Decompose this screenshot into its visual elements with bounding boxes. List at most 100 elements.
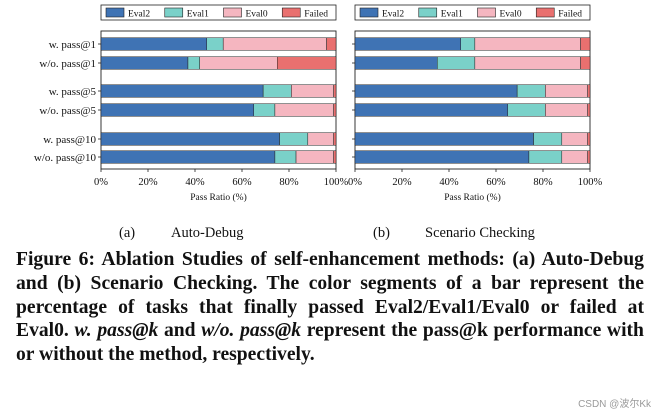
bar-segment-eval2 [100, 150, 276, 164]
legend-label-eval0: Eval0 [500, 10, 522, 20]
bar-segment-eval1 [187, 56, 200, 70]
bar-segment-eval2 [100, 56, 189, 70]
bar-segment-eval0 [222, 37, 327, 51]
bar-segment-eval2 [100, 132, 280, 146]
bar-segment-failed [333, 132, 337, 146]
x-axis-label: Pass Ratio (%) [190, 192, 246, 203]
legend-swatch-eval1 [418, 7, 438, 18]
bar-segment-eval1 [516, 84, 546, 98]
bar-segment-eval1 [279, 132, 309, 146]
legend-swatch-eval0 [223, 7, 242, 18]
bar-segment-eval1 [262, 84, 292, 98]
bar-segment-eval0 [291, 84, 334, 98]
plot-frame [354, 30, 591, 170]
legend-label-eval2: Eval2 [128, 10, 150, 20]
legend-frame [100, 4, 337, 21]
legend: Eval2 Eval1 Eval0 Failed [100, 4, 337, 21]
bar-segment-failed [333, 84, 337, 98]
x-tick-label: 40% [439, 177, 459, 188]
y-tick-label: w/o. pass@10 [34, 152, 97, 164]
x-axis-label: Pass Ratio (%) [444, 192, 500, 203]
y-tick-label: w/o. pass@5 [39, 105, 96, 117]
caption-figure-label: Figure 6: [16, 249, 95, 270]
x-tick-label: 100% [578, 177, 603, 188]
watermark: CSDN @波尔Kk [578, 399, 651, 410]
caption-text-2: and [163, 320, 196, 342]
bar-segment-eval2 [354, 56, 438, 70]
bar-segment-eval1 [528, 150, 563, 164]
legend-swatch-eval2 [359, 7, 379, 18]
x-tick-label: 0% [348, 177, 362, 188]
bar-segment-eval2 [100, 37, 207, 51]
legend-swatch-eval2 [105, 7, 125, 18]
bar-segment-failed [277, 56, 337, 70]
caption-text-3: represent the pass@k performance with or… [16, 320, 644, 366]
bar-segment-failed [587, 150, 591, 164]
bar-segment-eval2 [100, 84, 264, 98]
x-tick-label: 20% [392, 177, 412, 188]
legend-frame [354, 4, 591, 21]
bar-segment-failed [587, 132, 591, 146]
x-tick-label: 20% [138, 177, 158, 188]
bar-segment-eval0 [561, 150, 588, 164]
bar-segment-eval0 [545, 103, 588, 117]
bar-segment-eval2 [100, 103, 254, 117]
x-tick-label: 0% [94, 177, 108, 188]
bar-segment-eval1 [253, 103, 276, 117]
bar-segment-failed [580, 37, 591, 51]
y-tick-label: w. pass@1 [49, 39, 96, 51]
caption-term-with: w. pass@k [74, 320, 159, 342]
bar-segment-failed [333, 103, 337, 117]
subcaption-title: Scenario Checking [425, 225, 535, 241]
bar-segment-failed [587, 84, 591, 98]
plot-frame [100, 30, 337, 170]
figure-caption: Figure 6: Ablation Studies of self-enhan… [16, 248, 644, 367]
caption-term-without: w/o. pass@k [201, 320, 302, 342]
y-tick-label: w. pass@10 [43, 134, 96, 146]
bar-segment-eval1 [507, 103, 546, 117]
bar-segment-eval1 [274, 150, 297, 164]
bar-segment-eval0 [199, 56, 278, 70]
subcaption-letter: (a) [119, 225, 135, 241]
legend-label-failed: Failed [558, 10, 582, 20]
legend-swatch-eval0 [477, 7, 496, 18]
panel-auto-debug: Eval2 Eval1 Eval0 Failed 0% 20% 40% 60% 80% 100% P… [34, 4, 349, 241]
y-tick-label: w. pass@5 [49, 86, 97, 98]
x-tick-label: 80% [533, 177, 553, 188]
bar-segment-failed [587, 103, 591, 117]
bar-segment-eval0 [561, 132, 588, 146]
panel-scenario-checking: Eval2 Eval1 Eval0 Failed 0% 20% 40% 60% 80% 100% P… [348, 4, 603, 241]
x-tick-label: 60% [486, 177, 506, 188]
bar-segment-failed [580, 56, 591, 70]
legend-label-eval0: Eval0 [246, 10, 268, 20]
x-tick-label: 80% [279, 177, 299, 188]
bar-segment-eval0 [307, 132, 334, 146]
bar-segment-eval1 [460, 37, 476, 51]
x-tick-label: 100% [324, 177, 349, 188]
figure-svg: Eval2 Eval1 Eval0 Failed 0% 20% 40% 60% 80% 100% P… [34, 4, 603, 241]
legend-label-eval1: Eval1 [187, 10, 209, 20]
bar-segment-eval0 [474, 37, 581, 51]
caption-text-1: Ablation Studies of self-enhancement met… [16, 249, 644, 342]
bar-segment-eval1 [533, 132, 563, 146]
bar-segment-eval1 [437, 56, 476, 70]
bar-segment-eval2 [354, 37, 461, 51]
legend-label-failed: Failed [304, 10, 328, 20]
legend-swatch-failed [535, 7, 555, 18]
x-tick-label: 60% [232, 177, 252, 188]
legend-swatch-eval1 [164, 7, 184, 18]
bar-segment-eval2 [354, 84, 518, 98]
legend: Eval2 Eval1 Eval0 Failed [354, 4, 591, 21]
legend-label-eval1: Eval1 [441, 10, 463, 20]
x-tick-label: 40% [185, 177, 205, 188]
bar-segment-eval2 [354, 103, 508, 117]
bar-segment-eval1 [206, 37, 224, 51]
bar-segment-eval2 [354, 132, 534, 146]
bar-segment-failed [333, 150, 337, 164]
legend-swatch-failed [281, 7, 301, 18]
subcaption-letter: (b) [373, 225, 390, 241]
bar-segment-eval2 [354, 150, 530, 164]
subcaption-title: Auto-Debug [171, 225, 244, 241]
legend-label-eval2: Eval2 [382, 10, 404, 20]
bar-segment-eval0 [474, 56, 581, 70]
